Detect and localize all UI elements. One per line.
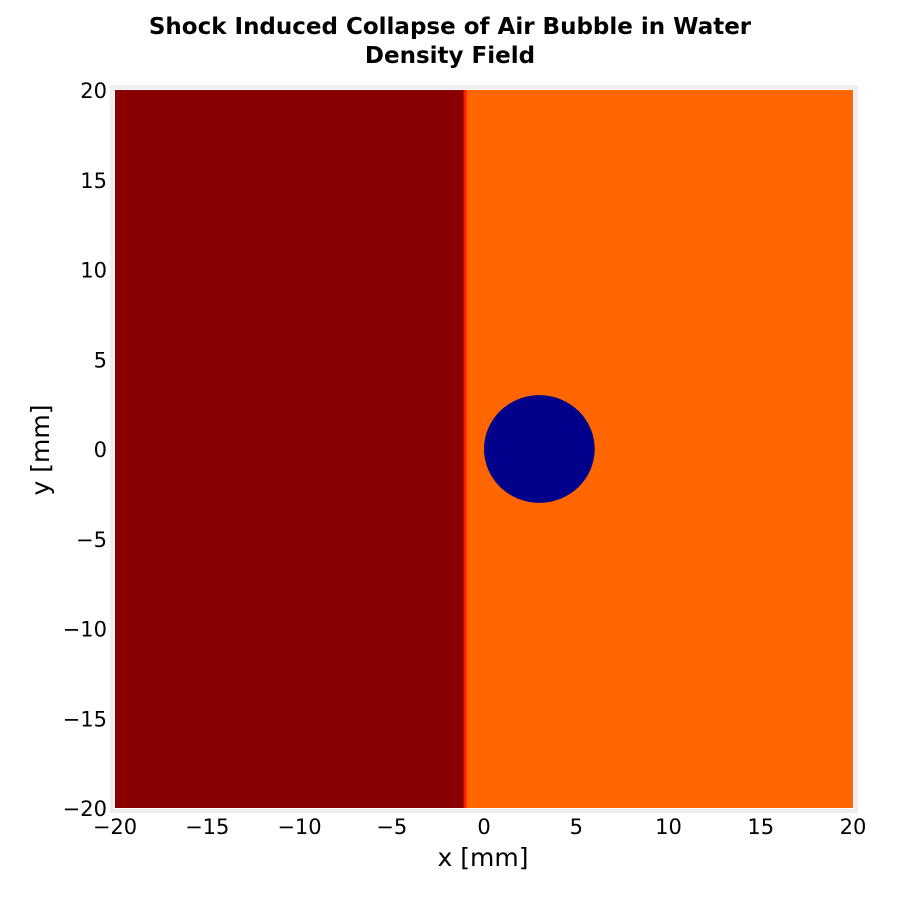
- chart-title: Shock Induced Collapse of Air Bubble in …: [148, 14, 752, 40]
- x-tick-label: 15: [747, 815, 774, 839]
- x-tick-label: 0: [477, 815, 490, 839]
- x-tick-label: 10: [655, 815, 682, 839]
- x-tick-label: −15: [185, 815, 229, 839]
- plot-area: [110, 85, 858, 813]
- chart-subtitle: Density Field: [364, 43, 536, 69]
- y-tick-label: −15: [63, 707, 107, 731]
- x-axis-label: x [mm]: [438, 843, 529, 872]
- y-tick-label: 0: [94, 438, 107, 462]
- density-region: [115, 90, 466, 808]
- y-tick-label: −20: [63, 797, 107, 821]
- shock-front: [463, 90, 467, 808]
- y-tick-label: −5: [76, 528, 107, 552]
- y-axis-ticks: −20 −15 −10 −5 0 5 10 15 20: [63, 79, 107, 821]
- x-tick-label: −5: [376, 815, 407, 839]
- plot-frame: [110, 85, 858, 813]
- y-tick-label: 10: [80, 259, 107, 283]
- x-tick-label: 5: [570, 815, 583, 839]
- x-axis-ticks: −20 −15 −10 −5 0 5 10 15 20: [93, 815, 867, 839]
- air-bubble: [483, 395, 595, 503]
- x-tick-label: −20: [93, 815, 137, 839]
- y-tick-label: 20: [80, 79, 107, 103]
- y-tick-label: 15: [80, 169, 107, 193]
- y-axis-label: y [mm]: [26, 405, 55, 496]
- y-tick-label: 5: [94, 348, 107, 372]
- x-tick-label: −10: [277, 815, 321, 839]
- x-tick-label: 20: [840, 815, 867, 839]
- y-tick-label: −10: [63, 618, 107, 642]
